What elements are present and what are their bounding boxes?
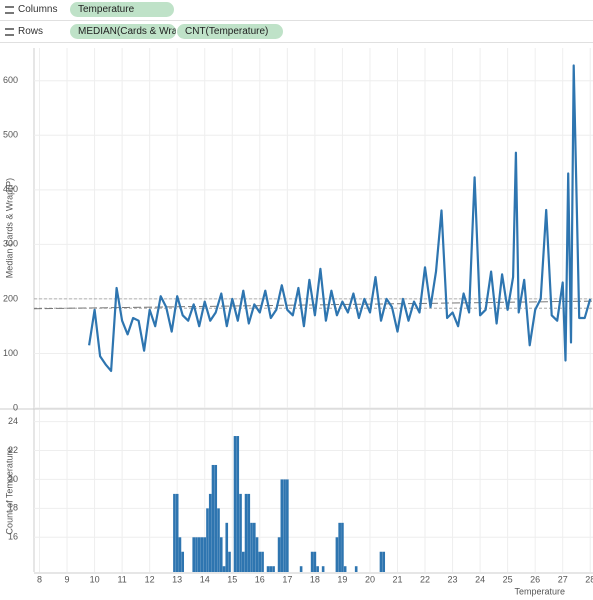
y-tick-label: 20 xyxy=(8,474,18,484)
bar xyxy=(272,566,275,572)
bar xyxy=(214,464,218,572)
bar xyxy=(250,522,253,572)
bar xyxy=(286,479,289,572)
bar xyxy=(283,479,286,572)
y-tick-label: 24 xyxy=(8,416,18,426)
x-tick-label: 25 xyxy=(503,574,513,584)
y-axis-title: Median Cards & Wrap(P) xyxy=(4,178,14,278)
shelf-icon xyxy=(5,28,14,36)
y-tick-label: 200 xyxy=(3,293,18,303)
x-tick-label: 8 xyxy=(37,574,42,584)
x-tick-label: 17 xyxy=(282,574,292,584)
bar xyxy=(200,537,204,572)
bar xyxy=(233,436,237,572)
bar xyxy=(195,537,198,572)
bar xyxy=(206,508,209,572)
bar xyxy=(241,551,245,572)
bar xyxy=(217,508,220,572)
bar xyxy=(335,537,339,572)
bar xyxy=(354,566,358,572)
bar xyxy=(239,493,242,572)
x-tick-label: 12 xyxy=(145,574,155,584)
x-tick-label: 21 xyxy=(392,574,402,584)
bar xyxy=(178,537,182,572)
bar xyxy=(316,566,319,572)
bar xyxy=(181,551,185,572)
bar xyxy=(269,566,273,572)
bar xyxy=(219,537,223,572)
bar xyxy=(299,566,303,572)
bar xyxy=(225,522,229,572)
bar xyxy=(382,551,386,572)
y-tick-label: 18 xyxy=(8,503,18,513)
bar xyxy=(247,493,251,572)
chart: 0 100 200 300 400 500 600 Median Cards & Wrap(P… xyxy=(0,48,593,596)
bar xyxy=(321,566,325,572)
x-axis-title: Temperature xyxy=(514,586,565,596)
bar xyxy=(203,537,207,572)
y-tick-label: 500 xyxy=(3,130,18,140)
x-tick-label: 20 xyxy=(365,574,375,584)
bar xyxy=(266,566,270,572)
shelf-icon xyxy=(5,6,14,14)
bar xyxy=(228,551,231,572)
y-tick-label: 400 xyxy=(3,184,18,194)
x-tick-label: 24 xyxy=(475,574,485,584)
bar xyxy=(338,522,341,572)
bar xyxy=(280,479,284,572)
y-tick-label: 0 xyxy=(13,402,18,412)
bar xyxy=(208,493,212,572)
bar xyxy=(261,551,264,572)
x-tick-label: 9 xyxy=(65,574,70,584)
bar xyxy=(173,493,176,572)
bar xyxy=(277,537,281,572)
bar xyxy=(211,464,215,572)
y-tick-label: 22 xyxy=(8,445,18,455)
bar xyxy=(343,566,347,572)
bar xyxy=(258,551,262,572)
bar xyxy=(252,522,256,572)
rows-shelf: Rows MEDIAN(Cards & Wrap(P... CNT(Temper… xyxy=(0,22,593,43)
y-tick-label: 16 xyxy=(8,532,18,542)
x-tick-label: 13 xyxy=(172,574,182,584)
bar xyxy=(197,537,201,572)
x-tick-label: 11 xyxy=(117,574,126,584)
shelf-label: Rows xyxy=(18,26,44,37)
data-line xyxy=(88,64,592,372)
bar xyxy=(379,551,383,572)
shelf-label: Columns xyxy=(18,4,58,15)
bar xyxy=(222,566,226,572)
bar xyxy=(341,522,344,572)
bar xyxy=(192,537,196,572)
y-axis-title: Count of Temperature xyxy=(4,448,14,535)
x-tick-label: 22 xyxy=(420,574,430,584)
x-tick-label: 28 xyxy=(585,574,593,584)
x-tick-label: 16 xyxy=(255,574,265,584)
bar xyxy=(175,493,179,572)
x-tick-label: 14 xyxy=(200,574,210,584)
x-tick-label: 27 xyxy=(558,574,568,584)
pill[interactable]: Temperature xyxy=(70,2,174,17)
bar xyxy=(313,551,317,572)
x-tick-label: 15 xyxy=(227,574,237,584)
bar xyxy=(236,436,240,572)
bar xyxy=(255,537,259,572)
y-tick-label: 100 xyxy=(3,348,18,358)
x-tick-label: 18 xyxy=(310,574,320,584)
x-tick-label: 23 xyxy=(448,574,458,584)
x-tick-label: 10 xyxy=(90,574,100,584)
columns-shelf: Columns Temperature xyxy=(0,0,593,21)
bar xyxy=(310,551,314,572)
pill[interactable]: MEDIAN(Cards & Wrap(P... xyxy=(70,24,176,39)
bar xyxy=(244,493,248,572)
pill[interactable]: CNT(Temperature) xyxy=(177,24,283,39)
y-tick-label: 600 xyxy=(3,75,18,85)
x-tick-label: 19 xyxy=(337,574,347,584)
x-tick-label: 26 xyxy=(530,574,540,584)
y-tick-label: 300 xyxy=(3,239,18,249)
